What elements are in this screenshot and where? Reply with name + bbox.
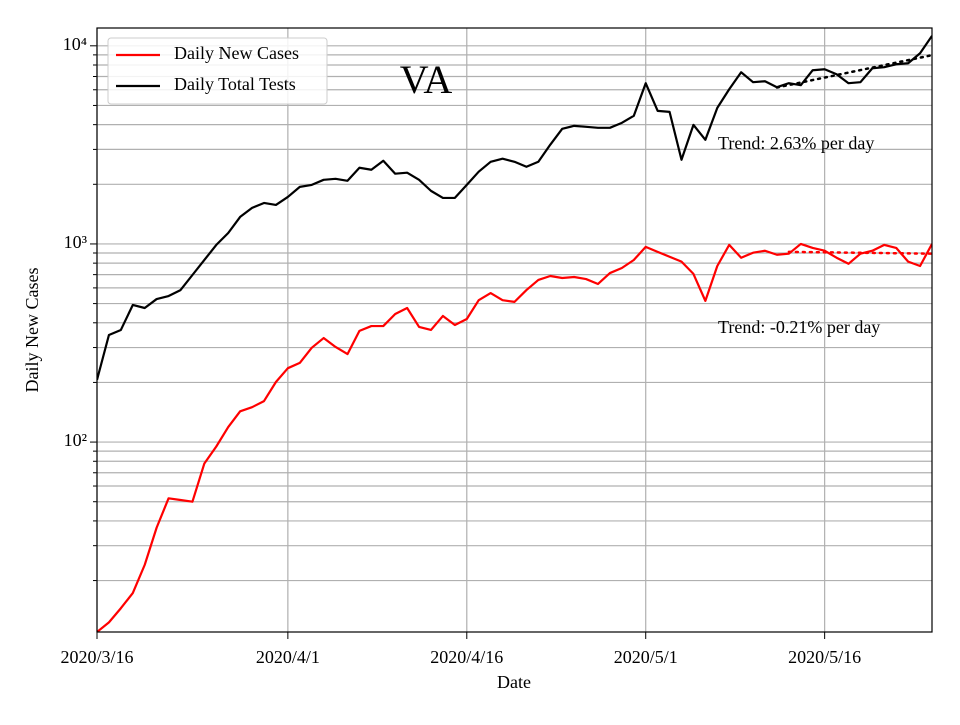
x-tick-label: 2020/3/16 xyxy=(60,647,133,667)
data-line xyxy=(97,242,932,632)
y-tick-label: 10³ xyxy=(64,232,88,252)
x-tick-label: 2020/4/1 xyxy=(256,647,320,667)
annotation: Trend: 2.63% per day xyxy=(718,133,874,153)
legend-label: Daily New Cases xyxy=(174,43,299,63)
x-tick-label: 2020/4/16 xyxy=(430,647,503,667)
y-axis-label: Daily New Cases xyxy=(22,268,42,393)
y-tick-label: 10⁴ xyxy=(63,34,87,54)
legend-box xyxy=(107,37,328,105)
x-tick-label: 2020/5/16 xyxy=(788,647,861,667)
trend-line xyxy=(775,53,932,89)
x-tick-label: 2020/5/1 xyxy=(614,647,678,667)
plot-frame xyxy=(96,27,933,633)
data-line xyxy=(97,35,932,381)
y-tick-label: 10² xyxy=(64,430,87,450)
annotation: VA xyxy=(400,57,453,102)
legend-label: Daily Total Tests xyxy=(174,74,296,94)
x-axis-label: Date xyxy=(497,672,531,692)
annotation: Trend: -0.21% per day xyxy=(718,317,880,337)
